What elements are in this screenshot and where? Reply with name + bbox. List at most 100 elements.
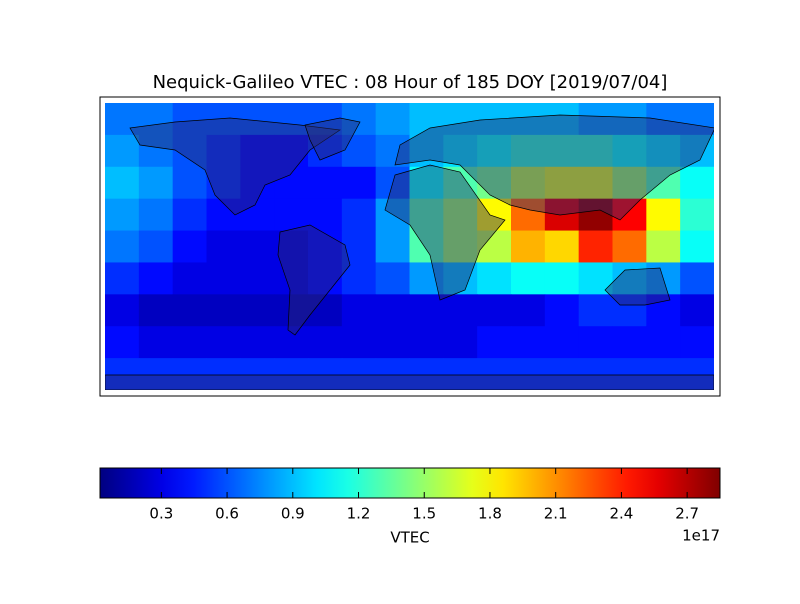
heatmap-cell xyxy=(544,262,580,295)
heatmap-cell xyxy=(240,294,275,327)
heatmap-cell xyxy=(680,103,714,136)
heatmap-cell xyxy=(544,294,580,327)
heatmap-cell xyxy=(443,358,478,390)
heatmap-cell xyxy=(578,103,613,136)
heatmap-cell xyxy=(105,294,140,327)
heatmap-cell xyxy=(409,230,444,263)
heatmap-cell xyxy=(308,103,343,136)
heatmap-cell xyxy=(511,103,546,136)
heatmap-cell xyxy=(646,198,681,232)
heatmap-cell xyxy=(443,294,478,327)
heatmap-cell xyxy=(646,358,681,390)
heatmap-cell xyxy=(409,294,444,327)
heatmap-cell xyxy=(544,134,580,168)
heatmap-cell xyxy=(443,230,478,263)
colorbar-tick-label: 1.2 xyxy=(347,505,371,523)
heatmap-cell xyxy=(308,262,343,295)
colorbar-tick-label: 2.4 xyxy=(609,505,633,523)
heatmap-cell xyxy=(341,166,377,200)
heatmap-cell xyxy=(105,358,140,390)
heatmap-cell xyxy=(646,103,681,136)
heatmap-cell xyxy=(172,358,207,390)
heatmap-cell xyxy=(375,358,410,390)
heatmap-cell xyxy=(578,166,613,200)
heatmap-cell xyxy=(240,198,275,232)
heatmap-cell xyxy=(240,134,275,168)
heatmap-cell xyxy=(409,166,444,200)
heatmap-cell xyxy=(375,230,410,263)
colorbar-tick-label: 0.3 xyxy=(149,505,173,523)
heatmap-cell xyxy=(511,230,546,263)
heatmap-cell xyxy=(341,230,377,263)
colorbar-tick-label: 0.6 xyxy=(215,505,239,523)
heatmap-cell xyxy=(274,103,309,136)
heatmap-cell xyxy=(409,326,444,359)
heatmap-cell xyxy=(105,262,140,295)
heatmap-cell xyxy=(477,198,512,232)
heatmap-cell xyxy=(646,294,681,327)
heatmap-cell xyxy=(206,134,241,168)
heatmap-cell xyxy=(206,166,241,200)
heatmap-cell xyxy=(138,358,174,390)
heatmap-cell xyxy=(172,198,207,232)
heatmap-cell xyxy=(443,262,478,295)
heatmap-cell xyxy=(477,134,512,168)
heatmap-cell xyxy=(409,198,444,232)
heatmap-cell xyxy=(240,230,275,263)
heatmap-cell xyxy=(646,326,681,359)
heatmap-cell xyxy=(138,198,174,232)
heatmap-cell xyxy=(578,326,613,359)
heatmap-cell xyxy=(680,294,714,327)
heatmap-cell xyxy=(172,262,207,295)
heatmap-cell xyxy=(341,358,377,390)
heatmap-cell xyxy=(308,166,343,200)
heatmap-cell xyxy=(680,198,714,232)
colorbar-tick-label: 0.9 xyxy=(281,505,305,523)
heatmap-cell xyxy=(544,358,580,390)
heatmap-cell xyxy=(477,358,512,390)
heatmap-cell xyxy=(240,326,275,359)
heatmap-cell xyxy=(511,198,546,232)
heatmap-cell xyxy=(240,358,275,390)
heatmap-cell xyxy=(206,230,241,263)
colorbar-offset: 1e17 xyxy=(682,527,720,545)
colorbar-tick-label: 1.5 xyxy=(412,505,436,523)
heatmap-cell xyxy=(375,262,410,295)
colorbar-label: VTEC xyxy=(390,529,429,547)
heatmap-cell xyxy=(308,230,343,263)
heatmap-cell xyxy=(612,198,647,232)
heatmap-cell xyxy=(680,230,714,263)
heatmap-cell xyxy=(680,262,714,295)
colorbar-tick-label: 2.7 xyxy=(675,505,699,523)
colorbar-tick-label: 2.1 xyxy=(544,505,568,523)
heatmap-cell xyxy=(274,134,309,168)
heatmap-cell xyxy=(578,230,613,263)
heatmap-cell xyxy=(240,103,275,136)
heatmap-cell xyxy=(206,326,241,359)
heatmap-cell xyxy=(477,294,512,327)
heatmap-cell xyxy=(172,166,207,200)
heatmap-cell xyxy=(511,294,546,327)
heatmap-cell xyxy=(274,326,309,359)
heatmap-cell xyxy=(646,230,681,263)
heatmap-cell xyxy=(612,166,647,200)
heatmap-cell xyxy=(612,134,647,168)
heatmap-cell xyxy=(138,262,174,295)
heatmap-cell xyxy=(680,326,714,359)
heatmap-cell xyxy=(544,166,580,200)
heatmap-cell xyxy=(138,134,174,168)
heatmap-cell xyxy=(544,326,580,359)
heatmap-cell xyxy=(375,103,410,136)
heatmap-cell xyxy=(477,262,512,295)
heatmap-cell xyxy=(544,103,580,136)
heatmap-cell xyxy=(612,103,647,136)
heatmap-cell xyxy=(680,134,714,168)
heatmap-cell xyxy=(443,326,478,359)
heatmap-cell xyxy=(105,134,140,168)
heatmap-cell xyxy=(341,134,377,168)
heatmap-cell xyxy=(680,358,714,390)
heatmap-cell xyxy=(680,166,714,200)
heatmap-cell xyxy=(375,326,410,359)
heatmap-cell xyxy=(206,358,241,390)
